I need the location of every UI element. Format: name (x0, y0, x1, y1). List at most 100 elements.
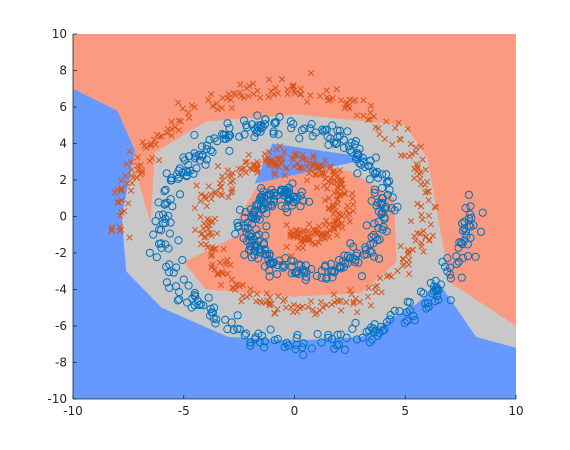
point-orange (202, 193, 209, 200)
point-orange (401, 152, 408, 159)
point-orange (148, 140, 155, 148)
point-blue (343, 127, 352, 136)
point-orange (256, 94, 264, 101)
point-blue (227, 318, 236, 327)
point-blue (252, 214, 261, 223)
point-orange (418, 239, 425, 247)
point-blue (348, 253, 357, 263)
point-blue (251, 201, 260, 210)
point-orange (364, 293, 372, 300)
point-blue (416, 287, 426, 296)
point-orange (214, 163, 222, 170)
point-orange (292, 226, 300, 234)
point-orange (333, 86, 340, 93)
point-orange (265, 158, 273, 165)
point-blue (179, 153, 188, 162)
point-blue (367, 196, 376, 206)
point-orange (217, 281, 225, 289)
point-orange (146, 157, 153, 165)
point-orange (227, 189, 235, 196)
point-blue (296, 261, 305, 270)
point-orange (383, 273, 391, 280)
point-orange (412, 237, 419, 244)
point-orange (383, 118, 390, 125)
point-orange (210, 245, 217, 253)
point-orange (246, 82, 253, 90)
point-blue (289, 197, 298, 206)
point-blue (358, 333, 367, 342)
y-tick-label: 2 (59, 173, 67, 187)
y-tick-label: 6 (59, 100, 67, 114)
point-blue (259, 187, 268, 196)
point-orange (315, 223, 322, 230)
point-blue (235, 205, 244, 214)
point-orange (237, 171, 244, 179)
point-orange (408, 150, 415, 158)
point-blue (191, 292, 200, 301)
point-orange (208, 219, 215, 226)
point-orange (245, 93, 252, 100)
point-blue (184, 281, 193, 290)
point-orange (211, 266, 218, 273)
point-orange (263, 290, 270, 297)
point-orange (354, 309, 361, 316)
point-orange (240, 94, 248, 101)
point-blue (281, 186, 290, 195)
point-orange (427, 221, 435, 228)
point-blue (372, 201, 381, 210)
point-blue (344, 142, 354, 151)
point-orange (343, 212, 351, 220)
point-blue (374, 223, 383, 232)
point-orange (290, 301, 298, 308)
point-blue (365, 326, 374, 335)
point-blue (294, 269, 303, 279)
point-orange (418, 203, 425, 210)
point-orange (336, 167, 344, 174)
point-orange (419, 156, 426, 163)
point-orange (128, 179, 136, 187)
point-blue (272, 191, 281, 200)
point-orange (179, 105, 186, 112)
point-orange (297, 91, 305, 98)
point-orange (333, 232, 341, 239)
point-orange (356, 298, 364, 306)
point-orange (234, 281, 242, 288)
point-blue (410, 316, 419, 325)
point-blue (173, 296, 182, 305)
point-orange (272, 84, 279, 92)
point-blue (305, 197, 314, 206)
point-orange (138, 169, 146, 177)
point-blue (371, 153, 380, 162)
point-orange (376, 131, 383, 138)
point-orange (236, 89, 244, 96)
point-orange (290, 87, 298, 95)
point-blue (212, 315, 221, 324)
point-blue (277, 186, 286, 195)
point-blue (405, 306, 414, 315)
point-blue (160, 200, 169, 209)
point-orange (431, 203, 439, 210)
point-orange (283, 221, 290, 228)
point-orange (330, 291, 337, 298)
point-blue (353, 169, 362, 178)
point-orange (366, 116, 373, 123)
point-orange (175, 117, 182, 124)
point-orange (275, 293, 282, 300)
point-orange (334, 200, 341, 208)
point-blue (357, 272, 366, 281)
point-orange (158, 133, 165, 140)
point-orange (291, 151, 298, 158)
point-orange (322, 217, 330, 224)
point-blue (446, 274, 455, 283)
point-blue (218, 130, 227, 139)
point-blue (373, 167, 382, 177)
point-orange (343, 207, 350, 214)
point-blue (178, 255, 187, 265)
point-orange (125, 200, 132, 207)
point-blue (190, 149, 199, 158)
point-blue (162, 262, 171, 271)
point-orange (214, 270, 221, 277)
point-orange (395, 119, 402, 126)
point-blue (233, 324, 242, 333)
point-orange (377, 274, 384, 282)
